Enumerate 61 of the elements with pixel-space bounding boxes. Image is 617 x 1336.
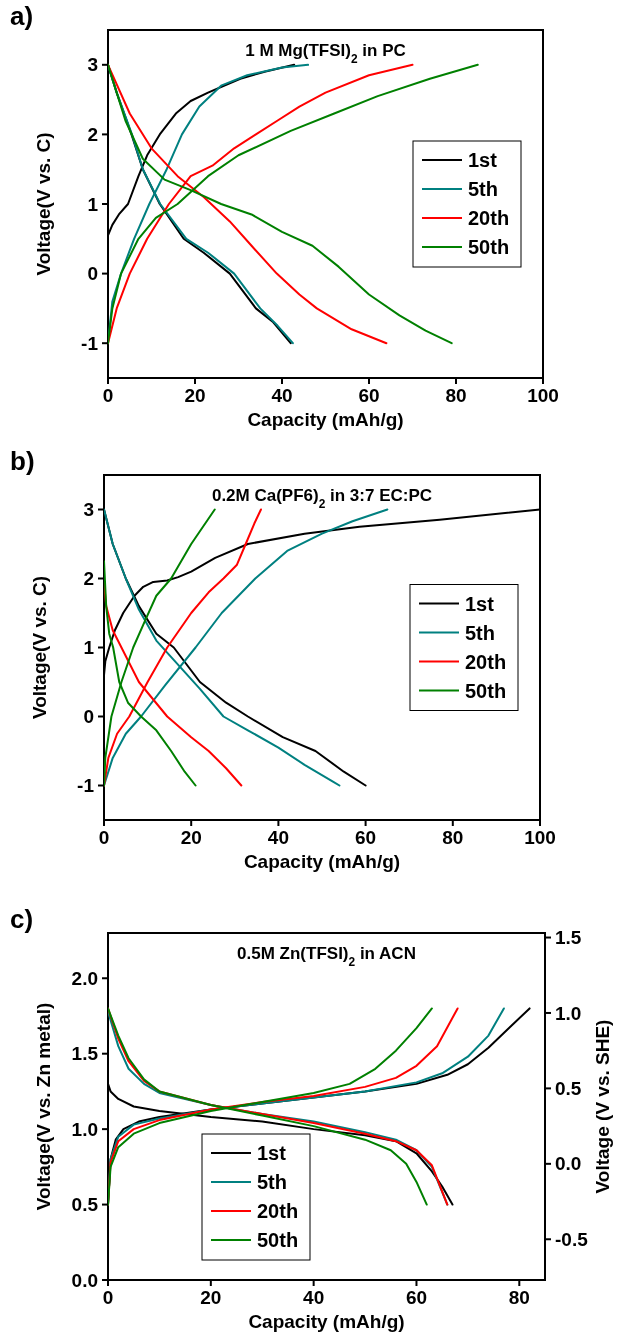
y-tick-label: 2: [87, 124, 98, 146]
legend-label: 20th: [468, 207, 510, 229]
legend-label: 5th: [465, 621, 495, 644]
x-axis-title: Capacity (mAh/g): [243, 851, 401, 872]
y-tick-label: 0: [83, 706, 94, 728]
legend-label: 20th: [465, 650, 507, 673]
y2-tick-label: 1.0: [555, 1002, 582, 1024]
text: c): [10, 904, 34, 934]
legend-label: 1st: [465, 592, 495, 615]
x-tick-label: 60: [405, 1287, 428, 1308]
text: 0.2M Ca(PF6)$_{2}$ in 3:7 EC:PC: [211, 486, 433, 511]
x-tick-label: 40: [267, 827, 289, 848]
legend-label: 20th: [257, 1200, 299, 1222]
x-tick-label: 60: [355, 827, 377, 848]
x-axis-title: Capacity (mAh/g): [248, 1311, 405, 1332]
x-tick-label: 20: [180, 827, 202, 848]
y-tick-label: 1: [87, 193, 99, 215]
x-tick-label: 20: [200, 1287, 222, 1308]
text: b): [10, 446, 35, 476]
text: 1 M Mg(TFSI)$_{2}$ in PC: [245, 41, 406, 66]
y2-tick-label: 1.5: [555, 927, 582, 949]
y-tick-label: 2.0: [71, 967, 98, 989]
y-axis-title: Voltage(V vs. C): [29, 575, 50, 720]
x-tick-label: 80: [445, 385, 467, 406]
x-tick-label: 80: [442, 827, 464, 848]
x-tick-label: 60: [358, 385, 380, 406]
x-tick-label: 40: [271, 385, 293, 406]
y-tick-label: 0: [87, 263, 98, 285]
x-tick-label: 80: [508, 1287, 530, 1308]
legend-label: 5th: [468, 178, 498, 200]
y-axis-title: Voltage(V vs. C): [33, 132, 54, 276]
y-tick-label: 0.0: [71, 1269, 98, 1291]
y-tick-label: 1.0: [71, 1118, 98, 1140]
x-tick-label: 20: [184, 385, 206, 406]
legend-label: 50th: [465, 679, 507, 702]
legend-label: 1st: [257, 1142, 287, 1164]
y2-tick-label: 0.0: [555, 1153, 582, 1175]
x-tick-label: 100: [524, 827, 556, 848]
y-tick-label: 3: [83, 499, 94, 521]
x-tick-label: 0: [102, 385, 114, 406]
x-axis-title: Capacity (mAh/g): [247, 409, 404, 430]
legend-label: 1st: [468, 149, 498, 171]
legend-label: 5th: [257, 1171, 287, 1193]
y-tick-label: 2: [83, 568, 94, 590]
y-axis-title: Voltage(V vs. Zn metal): [33, 1002, 54, 1211]
x-tick-label: 100: [527, 385, 559, 406]
legend-label: 50th: [468, 236, 510, 258]
text: a): [10, 1, 34, 31]
x-tick-label: 0: [102, 1287, 114, 1308]
y-tick-label: 1: [83, 637, 95, 659]
y-tick-label: 3: [87, 54, 98, 76]
y-tick-label: -1: [81, 332, 99, 354]
text: 0.5M Zn(TFSI)$_{2}$ in ACN: [237, 944, 416, 969]
x-tick-label: 40: [303, 1287, 325, 1308]
y2-axis-title: Voltage (V vs. SHE): [592, 1019, 613, 1194]
legend-label: 50th: [257, 1229, 299, 1251]
y-tick-label: 0.5: [71, 1194, 99, 1216]
y2-tick-label: 0.5: [555, 1078, 582, 1100]
y2-tick-label: -0.5: [555, 1228, 589, 1250]
y-tick-label: 1.5: [71, 1043, 99, 1065]
y-tick-label: -1: [77, 775, 95, 797]
